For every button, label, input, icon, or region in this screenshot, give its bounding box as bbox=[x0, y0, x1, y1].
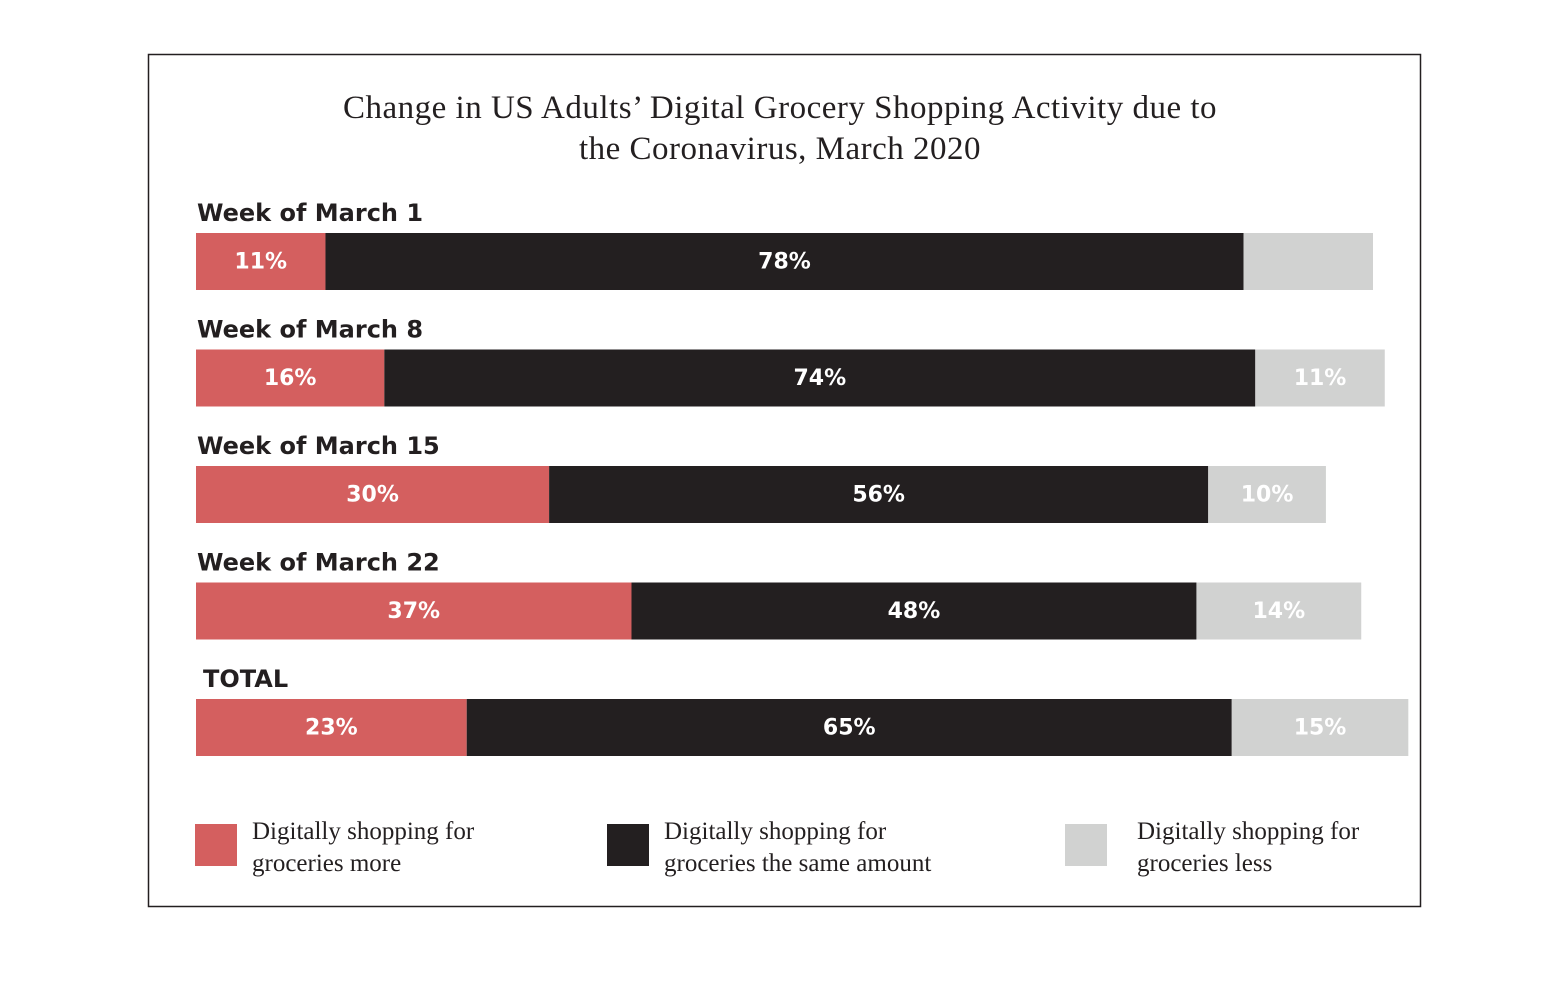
bar-segment bbox=[1208, 466, 1326, 523]
bar-segment bbox=[1243, 233, 1373, 290]
value-label: 74% bbox=[793, 366, 846, 391]
bar-segment bbox=[196, 582, 632, 640]
bar-segment bbox=[196, 466, 550, 523]
legend-box: Digitally shopping for groceries more bbox=[252, 818, 475, 877]
value-label: 78% bbox=[758, 250, 811, 275]
value-label: 14% bbox=[1253, 599, 1306, 624]
category-label: Week of March 15 bbox=[197, 432, 440, 460]
value-label: 37% bbox=[387, 599, 440, 624]
value-label: 65% bbox=[823, 716, 876, 741]
bar-segment bbox=[196, 233, 326, 290]
value-label: 10% bbox=[1241, 483, 1294, 508]
category-label: TOTAL bbox=[203, 665, 288, 693]
bar-segment bbox=[1231, 699, 1409, 756]
value-label: 56% bbox=[852, 483, 905, 508]
value-label: 16% bbox=[264, 366, 317, 391]
bar-segment bbox=[549, 466, 1209, 523]
legend-label: Digitally shopping for groceries the sam… bbox=[664, 818, 932, 877]
bar-segment bbox=[196, 699, 467, 756]
legend-box: Digitally shopping for groceries less bbox=[1137, 818, 1360, 877]
category-label: Week of March 1 bbox=[197, 199, 423, 227]
value-label: 11% bbox=[234, 250, 287, 275]
value-label: 23% bbox=[305, 716, 358, 741]
legend-swatch bbox=[1065, 824, 1107, 866]
title-box: Change in US Adults’ Digital Grocery Sho… bbox=[342, 90, 1218, 167]
bar-segment bbox=[1255, 349, 1385, 407]
legend-label: Digitally shopping for groceries less bbox=[1137, 818, 1360, 877]
legend-label: Digitally shopping for groceries more bbox=[252, 818, 475, 877]
legend-swatch bbox=[607, 824, 649, 866]
bar-segment bbox=[1196, 582, 1362, 640]
category-label: Week of March 8 bbox=[197, 316, 423, 344]
legend-box: Digitally shopping for groceries the sam… bbox=[664, 818, 932, 877]
chart-title: Change in US Adults’ Digital Grocery Sho… bbox=[342, 90, 1218, 167]
frame bbox=[147, 53, 1422, 908]
legend-swatch bbox=[195, 824, 237, 866]
bar-segment bbox=[196, 349, 385, 407]
value-label: 11% bbox=[1294, 366, 1347, 391]
bar-segment bbox=[631, 582, 1197, 640]
bar-segment bbox=[384, 349, 1256, 407]
bar-segment bbox=[325, 233, 1244, 290]
value-label: 48% bbox=[888, 599, 941, 624]
value-label: 30% bbox=[346, 483, 399, 508]
value-label: 15% bbox=[1294, 716, 1347, 741]
category-label: Week of March 22 bbox=[197, 549, 440, 577]
bar-segment bbox=[466, 699, 1232, 756]
